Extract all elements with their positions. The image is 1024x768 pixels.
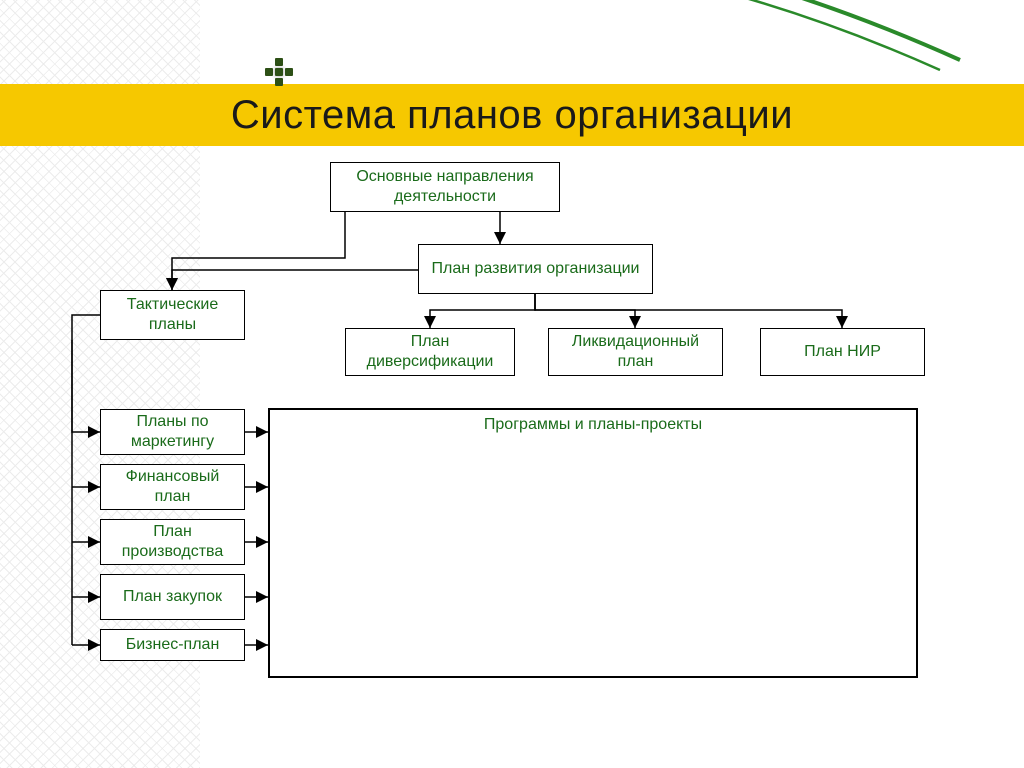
node-label: Финансовый план (107, 467, 238, 507)
diagram-canvas: Основные направления деятельности План р… (0, 150, 1024, 768)
node-dev-plan: План развития организации (418, 244, 653, 294)
node-label: План закупок (123, 587, 222, 607)
node-tactical: Тактические планы (100, 290, 245, 340)
title-band: Система планов организации (0, 84, 1024, 146)
node-label: План развития организации (431, 259, 639, 279)
page-title: Система планов организации (231, 93, 793, 138)
node-marketing: Планы по маркетингу (100, 409, 245, 455)
node-business: Бизнес-план (100, 629, 245, 661)
node-main-directions: Основные направления деятельности (330, 162, 560, 212)
node-label: План НИР (804, 342, 881, 362)
node-label: Тактические планы (107, 295, 238, 335)
node-label: План диверсификации (352, 332, 508, 372)
node-label: Ликвидационный план (555, 332, 716, 372)
node-nir: План НИР (760, 328, 925, 376)
node-diversification: План диверсификации (345, 328, 515, 376)
node-label: План производства (107, 522, 238, 562)
node-finance: Финансовый план (100, 464, 245, 510)
node-label: Основные направления деятельности (337, 167, 553, 207)
node-label: Планы по маркетингу (107, 412, 238, 452)
node-liquidation: Ликвидационный план (548, 328, 723, 376)
bullet-decor (265, 58, 295, 88)
node-production: План производства (100, 519, 245, 565)
node-label: Программы и планы-проекты (270, 416, 916, 434)
node-procurement: План закупок (100, 574, 245, 620)
node-programs-box: Программы и планы-проекты (268, 408, 918, 678)
node-label: Бизнес-план (126, 635, 220, 655)
